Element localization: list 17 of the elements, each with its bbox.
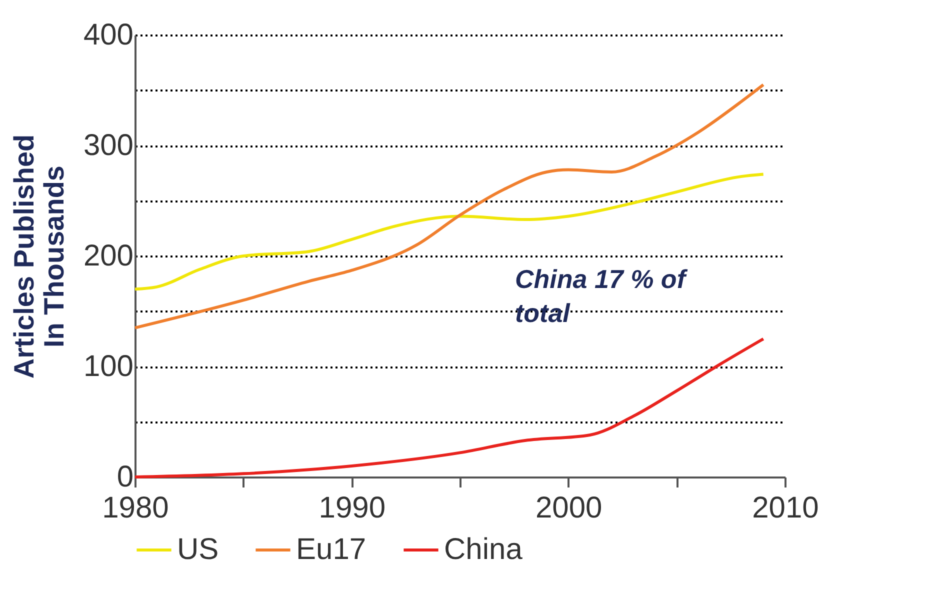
x-tick-label: 1980 [102, 492, 169, 524]
y-tick-label: 0 [116, 460, 134, 494]
x-tick-label: 2000 [535, 492, 602, 524]
legend-label: US [177, 533, 219, 566]
y-tick-label: 300 [83, 129, 134, 162]
y-tick-label: 100 [83, 350, 134, 383]
legend-label: Eu17 [296, 533, 366, 566]
line-series [134, 172, 765, 291]
y-tick-label: 400 [83, 18, 134, 52]
y-tick-label: 200 [83, 240, 134, 272]
x-tick-label: 2010 [752, 492, 819, 524]
x-tick-label: 1990 [318, 492, 386, 524]
line-series [134, 337, 765, 478]
y-axis-title: Articles Published In Thousands [8, 134, 70, 379]
line-series [134, 83, 765, 330]
legend-label: China [444, 533, 523, 566]
annotation: China 17 % of total [515, 264, 688, 328]
